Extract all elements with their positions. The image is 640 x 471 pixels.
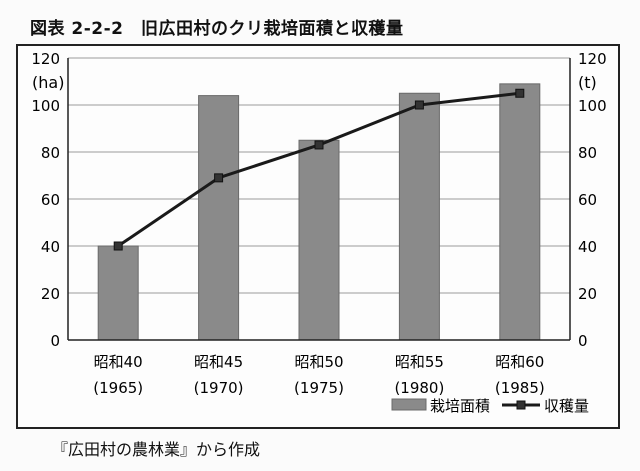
legend-bar-swatch xyxy=(391,398,427,411)
line-point-4 xyxy=(414,100,424,110)
right-tick-label: 40 xyxy=(578,238,597,256)
axes xyxy=(67,58,571,341)
legend-line-label: 収穫量 xyxy=(544,397,589,415)
category-label: (1980) xyxy=(394,379,444,397)
right-tick-label: 80 xyxy=(578,144,597,162)
chart-container: 0 0 20 20 40 40 60 60 80 80 100 100 120 120 (ha) (t) 昭和4… xyxy=(16,44,620,429)
left-tick-label: 120 xyxy=(31,50,60,68)
left-tick-label: 40 xyxy=(41,238,60,256)
category-label: (1985) xyxy=(495,379,545,397)
figure-title: 図表 2-2-2 旧広田村のクリ栽培面積と収穫量 xyxy=(30,19,404,39)
legend-line-marker xyxy=(516,400,526,410)
right-axis-unit: (t) xyxy=(578,73,597,92)
category-label: (1970) xyxy=(194,379,244,397)
bar-3 xyxy=(298,139,340,341)
category-label: 昭和55 xyxy=(395,353,444,371)
bar-2 xyxy=(198,95,240,341)
line-point-1 xyxy=(113,241,123,251)
bar-series xyxy=(97,83,541,341)
category-label: 昭和60 xyxy=(495,353,544,371)
category-label: 昭和40 xyxy=(94,353,143,371)
left-tick-label: 0 xyxy=(50,332,60,350)
right-tick-label: 60 xyxy=(578,191,597,209)
line-point-2 xyxy=(214,173,224,183)
left-tick-label: 100 xyxy=(31,97,60,115)
left-tick-label: 60 xyxy=(41,191,60,209)
right-tick-label: 120 xyxy=(578,50,607,68)
bar-5 xyxy=(499,83,541,341)
left-tick-label: 80 xyxy=(41,144,60,162)
left-tick-label: 20 xyxy=(41,285,60,303)
right-tick-label: 20 xyxy=(578,285,597,303)
source-note: 『広田村の農林業』から作成 xyxy=(52,440,261,459)
line-point-5 xyxy=(515,88,525,98)
legend-bar-label: 栽培面積 xyxy=(430,397,490,415)
line-series xyxy=(113,88,525,251)
legend: 栽培面積 収穫量 xyxy=(391,397,589,415)
category-label: 昭和45 xyxy=(194,353,243,371)
category-label: (1965) xyxy=(93,379,143,397)
right-tick-label: 100 xyxy=(578,97,607,115)
axis-labels: 0 0 20 20 40 40 60 60 80 80 100 100 120 120 (ha) (t) 昭和4… xyxy=(31,50,606,397)
right-tick-label: 0 xyxy=(578,332,588,350)
left-axis-unit: (ha) xyxy=(32,73,64,92)
category-label: 昭和50 xyxy=(294,353,343,371)
bar-4 xyxy=(398,92,440,341)
bar-1 xyxy=(97,245,139,341)
category-label: (1975) xyxy=(294,379,344,397)
line-point-3 xyxy=(314,140,324,150)
combo-chart: 0 0 20 20 40 40 60 60 80 80 100 100 120 120 (ha) (t) 昭和4… xyxy=(31,50,606,415)
